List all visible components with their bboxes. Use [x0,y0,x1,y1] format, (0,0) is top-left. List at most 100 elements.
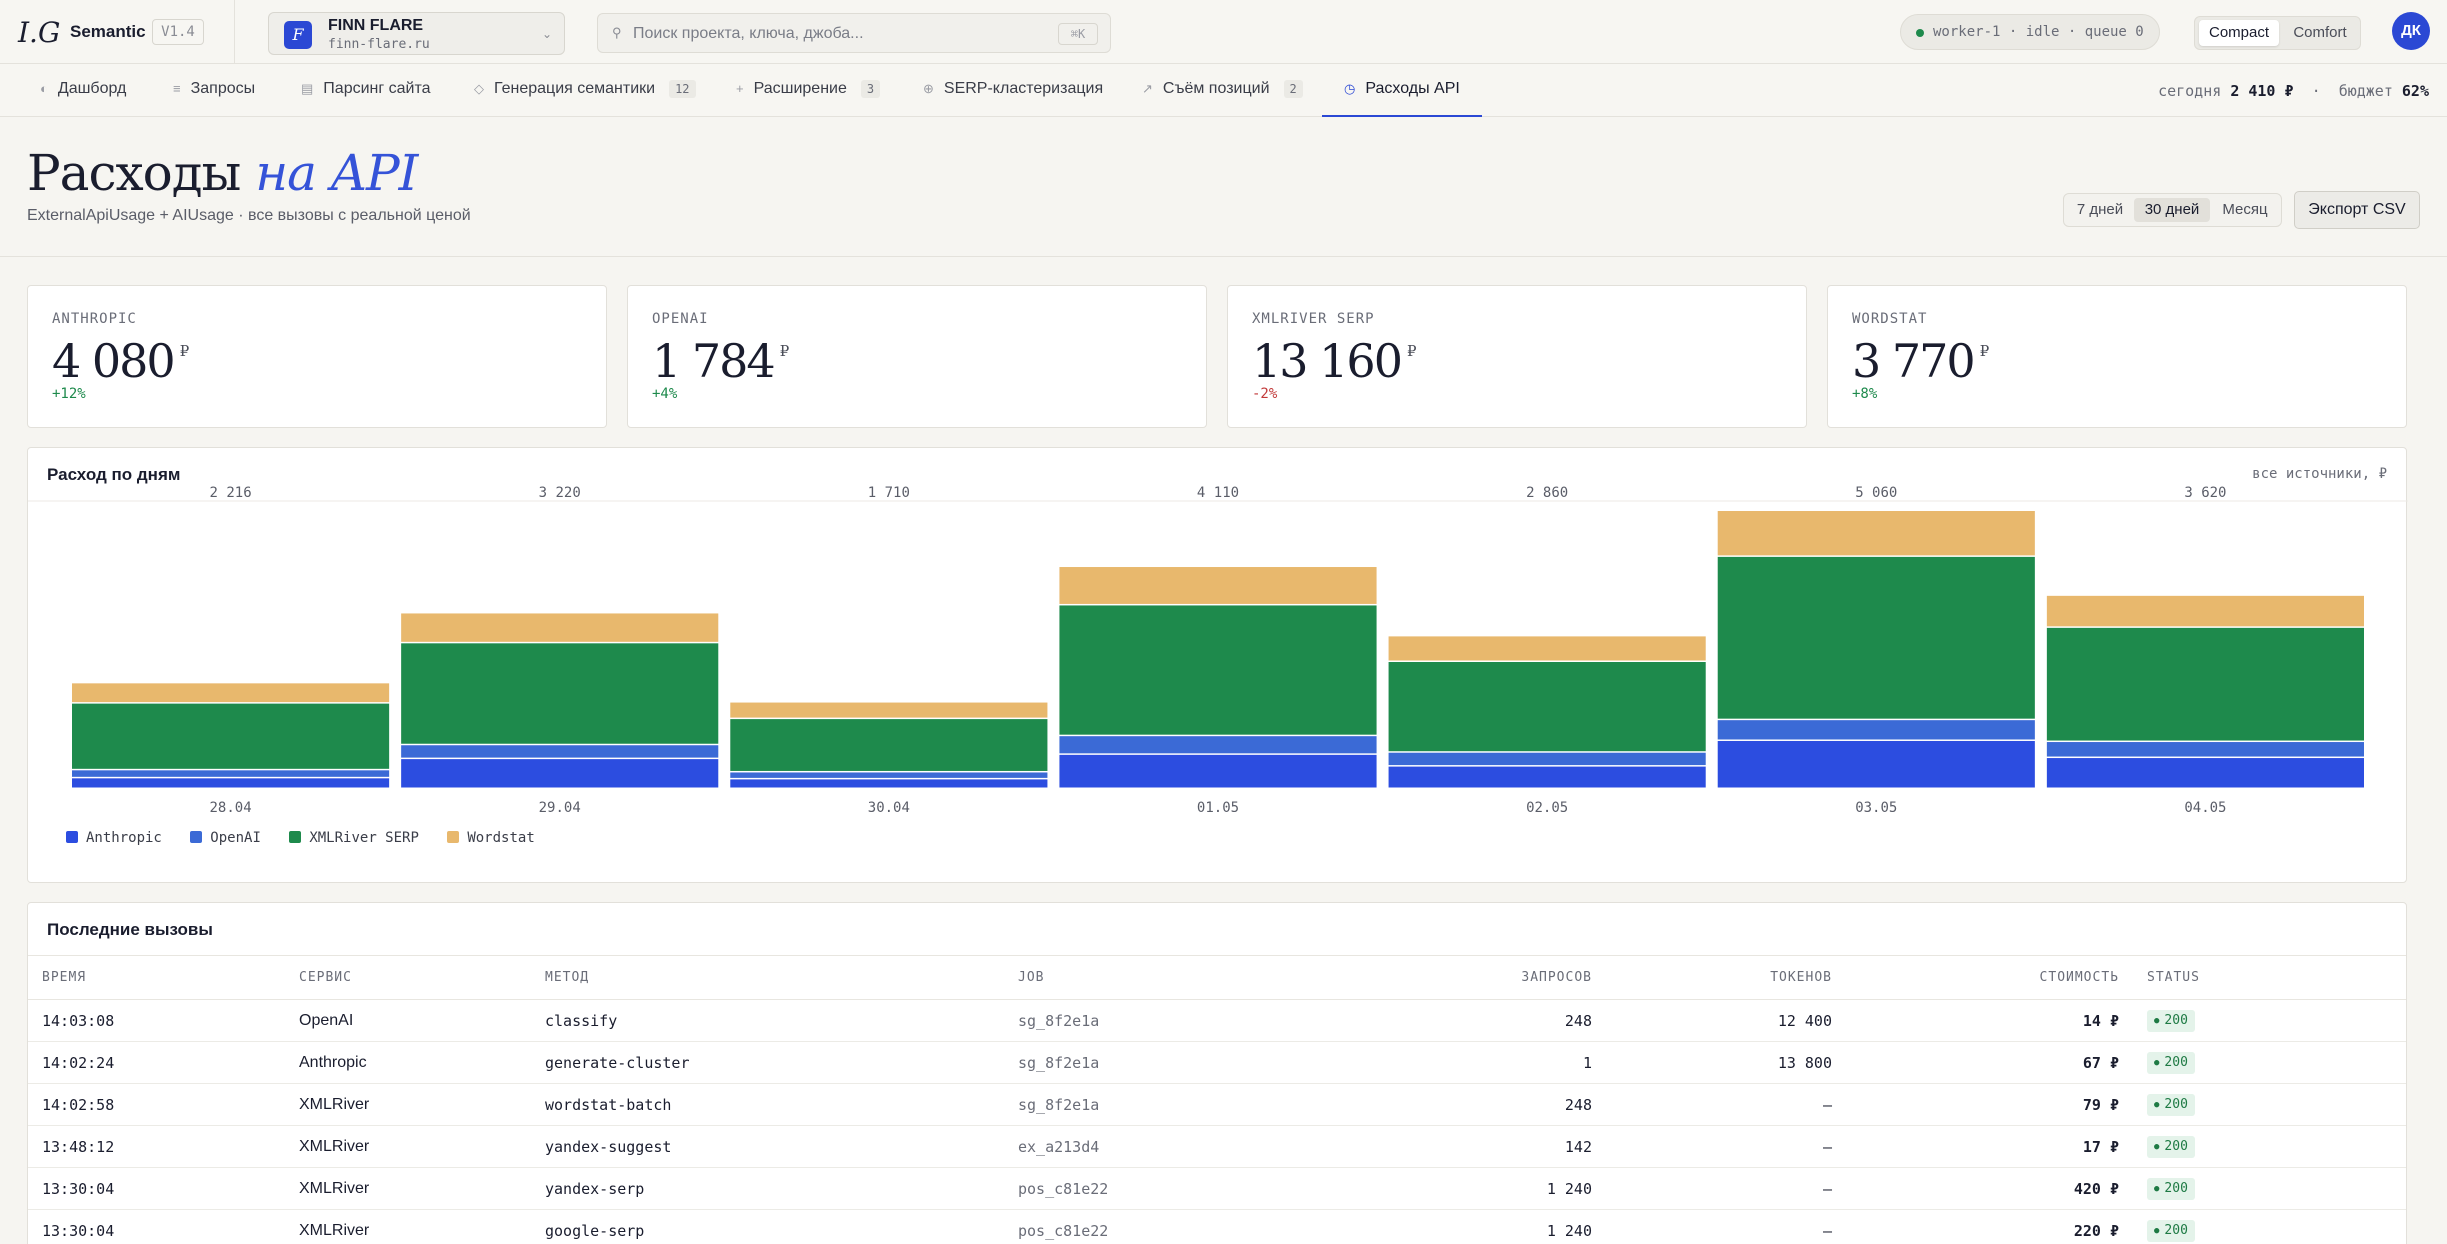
column-header[interactable]: STATUS [2119,955,2406,1000]
bar-segment-openai[interactable] [730,772,1048,778]
kpi-card-anthropic: ANTHROPIC 4 080 ₽ +12% [27,285,607,428]
cell-requests: 1 [1303,1041,1592,1084]
bar-segment-openai[interactable] [401,745,719,758]
cell-method: google-serp [545,1209,1018,1244]
column-header[interactable]: СТОИМОСТЬ [1832,955,2119,1000]
table-header-row: ВРЕМЯ СЕРВИС МЕТОД JOB ЗАПРОСОВ ТОКЕНОВ … [28,955,2406,1000]
project-selector[interactable]: F FINN FLARE finn-flare.ru ⌄ [268,12,565,55]
tab-site-parsing[interactable]: ▤ Парсинг сайта [301,64,431,117]
bar-segment-openai[interactable] [72,770,390,777]
column-header[interactable]: ВРЕМЯ [28,955,299,1000]
kpi-value: 13 160 ₽ [1252,334,1417,388]
legend-item: Anthropic [66,830,162,846]
cell-time: 13:48:12 [28,1125,299,1168]
table-title: Последние вызовы [47,920,213,939]
tab-dashboard[interactable]: ◐ Дашборд [40,64,126,117]
kpi-delta: +12% [52,386,86,402]
kpi-value: 4 080 ₽ [52,334,190,388]
chevron-down-icon: ⌄ [541,27,552,41]
bar-segment-xmlriver-serp[interactable] [1059,605,1377,735]
bar-segment-xmlriver-serp[interactable] [401,643,719,744]
bar-segment-anthropic[interactable] [72,778,390,788]
bar-segment-wordstat[interactable] [1717,510,2035,556]
project-domain: finn-flare.ru [328,37,430,52]
bar-segment-anthropic[interactable] [730,779,1048,788]
cell-requests: 248 [1303,1083,1592,1126]
bar-segment-anthropic[interactable] [401,759,719,788]
tab-serp-clustering[interactable]: ⊕ SERP-кластеризация [923,64,1103,117]
bar-segment-xmlriver-serp[interactable] [730,719,1048,771]
tab-api-costs[interactable]: ◷ Расходы API [1322,64,1482,117]
bar-segment-anthropic[interactable] [1059,754,1377,788]
table-row[interactable]: 13:30:04 XMLRiver google-serp pos_c81e22 1 2… [28,1209,2406,1244]
table-row[interactable]: 14:02:58 XMLRiver wordstat-batch sg_8f2e1a 2… [28,1083,2406,1126]
search-box[interactable]: ⚲ ⌘K [597,13,1111,53]
table-row[interactable]: 13:30:04 XMLRiver yandex-serp pos_c81e22 1 2… [28,1167,2406,1210]
app-logo[interactable]: I.G [18,16,61,49]
bar-segment-xmlriver-serp[interactable] [1717,556,2035,719]
bar-segment-openai[interactable] [2046,742,2364,757]
kpi-card-xmlriver-serp: XMLRIVER SERP 13 160 ₽ -2% [1227,285,1807,428]
density-comfort-button[interactable]: Comfort [2293,24,2347,41]
range-7-days-button[interactable]: 7 дней [2076,201,2124,218]
bar-segment-wordstat[interactable] [401,613,719,642]
column-header[interactable]: ТОКЕНОВ [1592,955,1832,1000]
tab-label: Съём позиций [1162,80,1270,97]
cell-method: generate-cluster [545,1041,1018,1084]
bar-total-label: 2 216 [209,485,251,501]
status-badge: 200 [2147,1177,2195,1200]
bar-segment-wordstat[interactable] [1388,636,1706,661]
cell-requests: 1 240 [1303,1167,1592,1210]
bar-segment-xmlriver-serp[interactable] [72,703,390,769]
bar-total-label: 3 620 [2184,485,2226,501]
avatar[interactable]: ДК [2392,12,2430,50]
column-header[interactable]: JOB [1018,955,1303,1000]
export-csv-button[interactable]: Экспорт CSV [2294,191,2420,229]
bar-segment-anthropic[interactable] [2046,758,2364,788]
table-row[interactable]: 14:02:24 Anthropic generate-cluster sg_8f2e… [28,1041,2406,1084]
bar-segment-anthropic[interactable] [1388,766,1706,788]
version-badge: V1.4 [152,19,204,45]
bar-segment-openai[interactable] [1388,752,1706,766]
density-compact-button[interactable]: Compact [2199,20,2279,46]
tab-queries[interactable]: ≡ Запросы [173,64,255,117]
x-tick-label: 28.04 [209,800,251,816]
column-header[interactable]: ЗАПРОСОВ [1303,955,1592,1000]
cell-status: 200 [2119,1041,2406,1084]
bar-segment-xmlriver-serp[interactable] [1388,662,1706,752]
range-30-days-button[interactable]: 30 дней [2134,198,2210,222]
tab-expansion[interactable]: + Расширение 3 [736,64,881,117]
page-title-accent: на API [255,144,418,202]
column-header[interactable]: СЕРВИС [299,955,545,1000]
table-row[interactable]: 13:48:12 XMLRiver yandex-suggest ex_a213d4 1… [28,1125,2406,1168]
tab-label: Дашборд [57,80,127,97]
plus-icon: + [736,81,744,96]
bar-segment-anthropic[interactable] [1717,740,2035,788]
tab-positions[interactable]: ↗ Съём позиций 2 [1142,64,1303,117]
budget-label: бюджет [2338,82,2393,100]
worker-status: worker-1 · idle · queue 0 [1900,14,2160,50]
cell-job: ex_a213d4 [1018,1125,1303,1168]
table-row[interactable]: 14:03:08 OpenAI classify sg_8f2e1a 248 12 400… [28,999,2406,1042]
kpi-card-openai: OPENAI 1 784 ₽ +4% [627,285,1207,428]
bar-segment-wordstat[interactable] [72,683,390,703]
page-subtitle: ExternalApiUsage + AIUsage · все вызовы … [27,207,471,224]
project-badge: F [284,21,312,49]
kpi-delta: +8% [1852,386,1878,402]
column-header[interactable]: МЕТОД [545,955,1018,1000]
kpi-label: OPENAI [652,311,709,327]
bar-segment-openai[interactable] [1059,736,1377,754]
tab-count-badge: 12 [669,80,696,98]
range-month-button[interactable]: Месяц [2222,201,2268,218]
bar-segment-wordstat[interactable] [2046,595,2364,627]
bar-segment-openai[interactable] [1717,720,2035,740]
diamond-icon: ◇ [474,81,484,96]
x-tick-label: 03.05 [1855,800,1897,816]
search-input[interactable] [633,22,1033,46]
bar-segment-xmlriver-serp[interactable] [2046,627,2364,741]
bar-segment-wordstat[interactable] [730,702,1048,718]
bar-segment-wordstat[interactable] [1059,567,1377,604]
cell-method: wordstat-batch [545,1083,1018,1126]
tab-semantic-generation[interactable]: ◇ Генерация семантики 12 [474,64,696,117]
density-toggle: Compact Comfort [2194,16,2361,50]
